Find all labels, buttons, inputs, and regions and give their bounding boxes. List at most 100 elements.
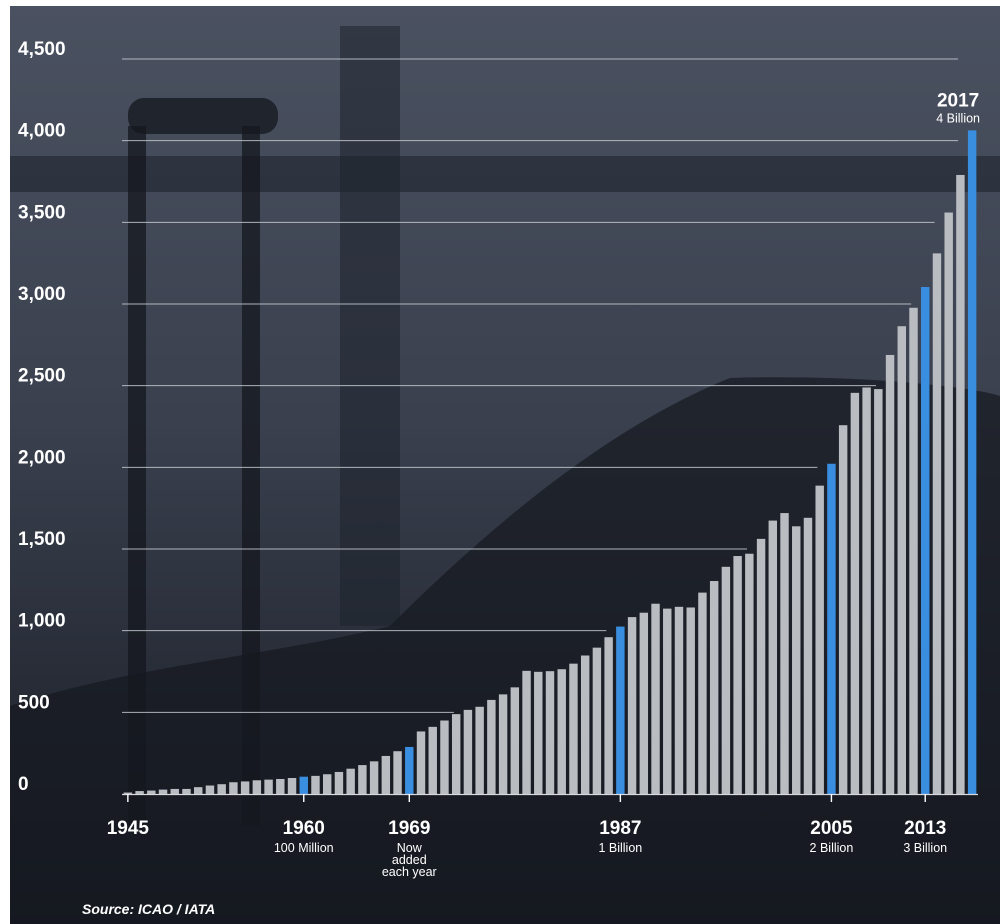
window-pillar	[340, 26, 400, 626]
bar-1982	[557, 669, 566, 794]
top-annotation-year: 2017	[937, 90, 979, 111]
bar-1991	[663, 608, 672, 794]
x-tick-label: 1987	[599, 818, 641, 839]
bar-1983	[569, 663, 578, 794]
y-tick-label: 1,500	[18, 529, 66, 550]
x-axis	[122, 793, 978, 802]
bar-1965	[358, 765, 367, 794]
bar-1988	[627, 617, 637, 794]
bar-1954	[229, 782, 238, 794]
bar-1981	[545, 671, 555, 794]
bar-1997	[733, 556, 742, 794]
bar-1947	[147, 790, 156, 794]
bar-1998	[745, 553, 754, 794]
bar-1949	[170, 788, 179, 794]
bar-1973	[451, 714, 461, 794]
bar-1979	[522, 670, 531, 794]
bar-2008	[862, 387, 871, 794]
bar-2011	[897, 326, 907, 794]
x-tick-label: 1960	[283, 818, 325, 839]
bar-1959	[287, 777, 297, 794]
x-tick-sublabel: added	[392, 853, 427, 867]
bar-1972	[440, 720, 449, 794]
y-tick-label: 2,500	[18, 366, 66, 387]
x-tick-sublabel: Now	[397, 841, 423, 855]
bar-1945	[123, 792, 133, 794]
bar-1970	[416, 731, 426, 794]
x-tick-label: 1969	[388, 818, 430, 839]
bar-2014	[932, 253, 942, 794]
bar-1964	[346, 768, 355, 794]
x-tick-sublabel: 2 Billion	[810, 841, 854, 855]
x-tick-sublabel: 3 Billion	[903, 841, 947, 855]
top-annotation-sub: 4 Billion	[936, 111, 980, 125]
x-tick-sublabel: 100 Million	[274, 841, 334, 855]
bar-2013	[921, 287, 930, 794]
bar-1963	[334, 771, 344, 794]
y-tick-label: 4,000	[18, 121, 66, 142]
bar-1994	[698, 592, 707, 794]
y-tick-label: 0	[18, 774, 29, 795]
bar-2017	[967, 130, 977, 795]
bar-1990	[651, 603, 660, 794]
bar-1946	[135, 791, 144, 794]
bar-1958	[276, 778, 285, 794]
bar-2010	[885, 354, 895, 794]
bar-2005	[827, 463, 836, 794]
bar-1960	[299, 776, 308, 794]
bar-2012	[909, 307, 918, 794]
luggage-handle-right	[242, 126, 260, 826]
y-tick-label: 3,000	[18, 284, 66, 305]
bar-1952	[205, 785, 215, 794]
bar-1956	[252, 780, 262, 794]
bar-1967	[381, 755, 391, 794]
bar-1975	[475, 706, 484, 794]
bar-2001	[780, 513, 789, 794]
bar-1995	[709, 581, 719, 794]
bar-2000	[768, 520, 778, 794]
source-note: Source: ICAO / IATA	[82, 901, 215, 917]
bar-1977	[498, 694, 508, 794]
x-tick-sublabel: each year	[382, 865, 437, 879]
bar-1984	[580, 655, 590, 794]
bar-1971	[428, 726, 437, 794]
luggage-handle-top	[128, 98, 278, 134]
gridlines	[122, 58, 959, 713]
bar-1953	[217, 784, 226, 794]
bar-2009	[874, 389, 883, 794]
bar-1978	[510, 687, 520, 794]
x-tick-label: 2013	[904, 818, 946, 839]
bar-2015	[944, 212, 953, 795]
bar-1987	[616, 626, 625, 794]
y-tick-label: 2,000	[18, 447, 66, 468]
bar-1996	[721, 566, 731, 794]
bar-1966	[369, 761, 379, 794]
bar-1961	[311, 775, 320, 794]
luggage-handle-left	[128, 126, 146, 826]
bar-2002	[792, 526, 801, 794]
x-tick-label: 1945	[107, 818, 150, 839]
bar-1951	[193, 787, 203, 794]
bar-1999	[756, 538, 766, 794]
bar-2004	[815, 485, 824, 794]
bar-1989	[639, 612, 649, 794]
y-tick-label: 3,500	[18, 202, 66, 223]
bar-1976	[487, 699, 496, 794]
y-tick-label: 1,000	[18, 611, 66, 632]
x-tick-sublabel: 1 Billion	[598, 841, 642, 855]
bar-1955	[240, 781, 250, 794]
bar-1968	[393, 751, 402, 794]
passenger-growth-chart: 0 500 1,000 1,500 2,000 2,500 3,000 3,500 4,000 4…	[10, 6, 1000, 924]
bar-1957	[264, 779, 273, 794]
bar-1962	[322, 774, 332, 794]
bar-chart-svg: 0 500 1,000 1,500 2,000 2,500 3,000 3,500 4,000 4…	[10, 6, 1000, 924]
bar-1980	[534, 671, 543, 794]
bar-1986	[604, 637, 613, 794]
bar-2007	[850, 392, 860, 794]
bars	[123, 130, 977, 795]
bar-1992	[674, 606, 684, 794]
bar-1985	[592, 647, 602, 794]
y-tick-label: 500	[18, 692, 50, 713]
bar-1974	[463, 709, 473, 794]
